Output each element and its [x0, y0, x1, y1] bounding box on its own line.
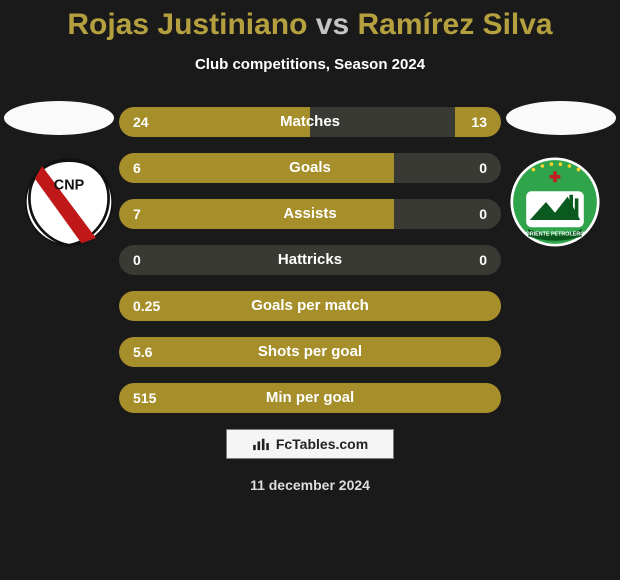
stat-label: Goals per match: [119, 291, 501, 321]
vs-text: vs: [316, 8, 349, 41]
stat-label: Shots per goal: [119, 337, 501, 367]
crest-right-banner: ORIENTE PETROLERO: [526, 231, 585, 237]
player1-name: Rojas Justiniano: [67, 8, 307, 41]
stat-bar: 7Assists0: [119, 199, 501, 229]
footer-badge[interactable]: FcTables.com: [226, 429, 394, 459]
club-crest-left: CNP: [24, 157, 114, 247]
footer-site-text: FcTables.com: [276, 436, 368, 452]
subtitle: Club competitions, Season 2024: [0, 56, 620, 73]
stat-bar: 5.6Shots per goal: [119, 337, 501, 367]
crest-left-text: CNP: [54, 177, 85, 193]
comparison-title: Rojas Justiniano vs Ramírez Silva: [0, 0, 620, 42]
club-crest-right: ORIENTE PETROLERO: [510, 157, 600, 247]
stat-bar: 0Hattricks0: [119, 245, 501, 275]
stat-label: Hattricks: [119, 245, 501, 275]
stat-label: Matches: [119, 107, 501, 137]
player2-name: Ramírez Silva: [358, 8, 553, 41]
stat-label: Min per goal: [119, 383, 501, 413]
stat-label: Assists: [119, 199, 501, 229]
stat-value-right: 0: [479, 199, 487, 229]
stat-value-right: 0: [479, 153, 487, 183]
player2-ellipse: [506, 101, 616, 135]
stat-bar: 515Min per goal: [119, 383, 501, 413]
footer-date: 11 december 2024: [0, 477, 620, 493]
stat-label: Goals: [119, 153, 501, 183]
stat-bar: 24Matches13: [119, 107, 501, 137]
stat-bar: 6Goals0: [119, 153, 501, 183]
shield-icon: CNP: [24, 157, 114, 247]
stat-bar: 0.25Goals per match: [119, 291, 501, 321]
player1-ellipse: [4, 101, 114, 135]
stat-bars: 24Matches136Goals07Assists00Hattricks00.…: [119, 101, 501, 413]
content-area: CNP ORIENTE PETROLERO 24Matches13 6Goals0…: [0, 101, 620, 413]
bar-chart-icon: [252, 437, 270, 451]
stat-value-right: 0: [479, 245, 487, 275]
stat-value-right: 13: [471, 107, 487, 137]
shield-icon: ORIENTE PETROLERO: [510, 157, 600, 247]
